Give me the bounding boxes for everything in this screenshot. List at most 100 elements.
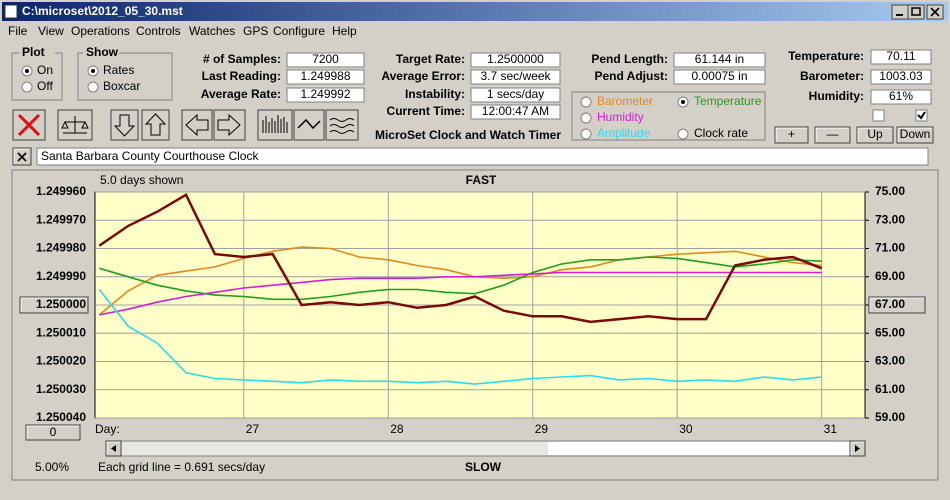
rate-center-button[interactable] — [19, 296, 89, 314]
wave-icon — [329, 118, 355, 134]
scroll-left-icon — [111, 445, 116, 452]
field-value: 1003.03 — [879, 69, 923, 83]
sensor-radio[interactable] — [580, 96, 592, 108]
field-value: 61% — [889, 89, 913, 103]
rate-center-button-highlight — [20, 297, 87, 312]
y-tick-label: 1.249990 — [36, 269, 86, 283]
x-tick-label: 28 — [390, 422, 404, 436]
offset-button[interactable] — [25, 424, 81, 441]
x-tick-label: 29 — [535, 422, 549, 436]
line-button[interactable] — [293, 109, 325, 141]
y2-tick-label: 75.00 — [875, 184, 905, 198]
y2-tick-label: 59.00 — [875, 410, 905, 424]
series-line — [99, 271, 822, 316]
sensor-label: Humidity — [597, 110, 644, 124]
field-value: 3.7 sec/week — [480, 69, 551, 83]
scale-button-label: Up — [867, 127, 883, 141]
field-value: 12:00:47 AM — [482, 104, 549, 118]
scale-button[interactable] — [896, 126, 934, 144]
y-tick-label: 1.250010 — [36, 325, 86, 339]
field-value: 1.2500000 — [487, 52, 544, 66]
scale-button[interactable] — [774, 126, 809, 144]
field-box — [470, 104, 561, 120]
scroll-left-highlight — [106, 441, 120, 455]
x-axis-label: Day: — [95, 422, 120, 436]
y2-tick-label: 61.00 — [875, 382, 905, 396]
y2-tick-label: 67.00 — [875, 297, 905, 311]
field-box — [870, 89, 932, 105]
maximize-icon — [911, 7, 921, 16]
scale-button[interactable] — [814, 126, 851, 144]
menu-item[interactable]: View — [38, 24, 64, 38]
minimize-button[interactable] — [891, 4, 909, 20]
field-value: 70.11 — [886, 49, 915, 63]
days-shown: 5.0 days shown — [100, 173, 183, 187]
fast-label: FAST — [466, 173, 497, 187]
clear-button-highlight — [13, 148, 30, 164]
scroll-right-highlight — [850, 441, 864, 455]
group-title-bg — [83, 47, 119, 59]
sensor-radio[interactable] — [580, 128, 592, 140]
balance-icon — [61, 116, 89, 134]
offset-label: 0 — [50, 425, 57, 439]
y-tick-label: 1.250000 — [36, 297, 86, 311]
field-label: Pend Length: — [591, 52, 668, 66]
scale-button-highlight — [775, 127, 807, 142]
scale-button-highlight — [857, 127, 892, 142]
temp-center-button-highlight — [869, 297, 924, 312]
field-box — [673, 52, 766, 68]
sensor-label: Amplitude — [597, 126, 651, 140]
menu-item[interactable]: Watches — [189, 24, 235, 38]
sensor-box — [571, 91, 766, 141]
left-icon — [185, 113, 209, 137]
field-box — [286, 52, 365, 68]
maximize-button[interactable] — [907, 4, 925, 20]
radio-button-dot — [91, 69, 95, 73]
scale-button-highlight — [897, 127, 932, 142]
y2-tick-label: 69.00 — [875, 269, 905, 283]
scroll-right-icon — [855, 445, 860, 452]
field-label: Temperature: — [788, 49, 864, 63]
field-label: Barometer: — [800, 69, 864, 83]
y-tick-label: 1.249960 — [36, 184, 86, 198]
field-box — [673, 69, 766, 85]
field-box — [870, 69, 932, 85]
x-tick-label: 27 — [246, 422, 260, 436]
menu-item[interactable]: GPS — [243, 24, 268, 38]
sensor-radio-dot — [681, 100, 685, 104]
sensor-radio[interactable] — [677, 128, 689, 140]
zoom-label: 5.00% — [35, 460, 69, 474]
radio-button[interactable] — [87, 81, 99, 93]
group-title: Show — [86, 45, 119, 59]
sensor-radio[interactable] — [580, 112, 592, 124]
field-value: 7200 — [312, 52, 339, 66]
menu-item[interactable]: Operations — [71, 24, 130, 38]
scale-button[interactable] — [856, 126, 894, 144]
field-value: 61.144 in — [695, 52, 744, 66]
app-icon — [4, 4, 18, 19]
field-box — [286, 87, 365, 103]
temp-center-button[interactable] — [868, 296, 926, 314]
series-line — [98, 289, 822, 385]
field-label: Instability: — [405, 87, 465, 101]
radio-button-dot — [25, 69, 29, 73]
field-label: Current Time: — [387, 104, 465, 118]
radio-label: Boxcar — [103, 79, 140, 93]
menu-item[interactable]: File — [8, 24, 28, 38]
checkmark — [917, 111, 926, 120]
field-label: Pend Adjust: — [594, 69, 668, 83]
menu-item[interactable]: Controls — [136, 24, 181, 38]
checkbox[interactable] — [872, 109, 885, 122]
y-tick-label: 1.250020 — [36, 354, 86, 368]
window-title: C:\microset\2012_05_30.mst — [22, 4, 183, 18]
field-label: Average Rate: — [201, 87, 281, 101]
title-bar — [2, 2, 948, 21]
radio-label: Off — [37, 79, 53, 93]
menu-item[interactable]: Help — [332, 24, 357, 38]
menu-item[interactable]: Configure — [273, 24, 325, 38]
field-box — [870, 49, 932, 65]
y-tick-label: 1.249970 — [36, 212, 86, 226]
radio-button[interactable] — [21, 81, 33, 93]
